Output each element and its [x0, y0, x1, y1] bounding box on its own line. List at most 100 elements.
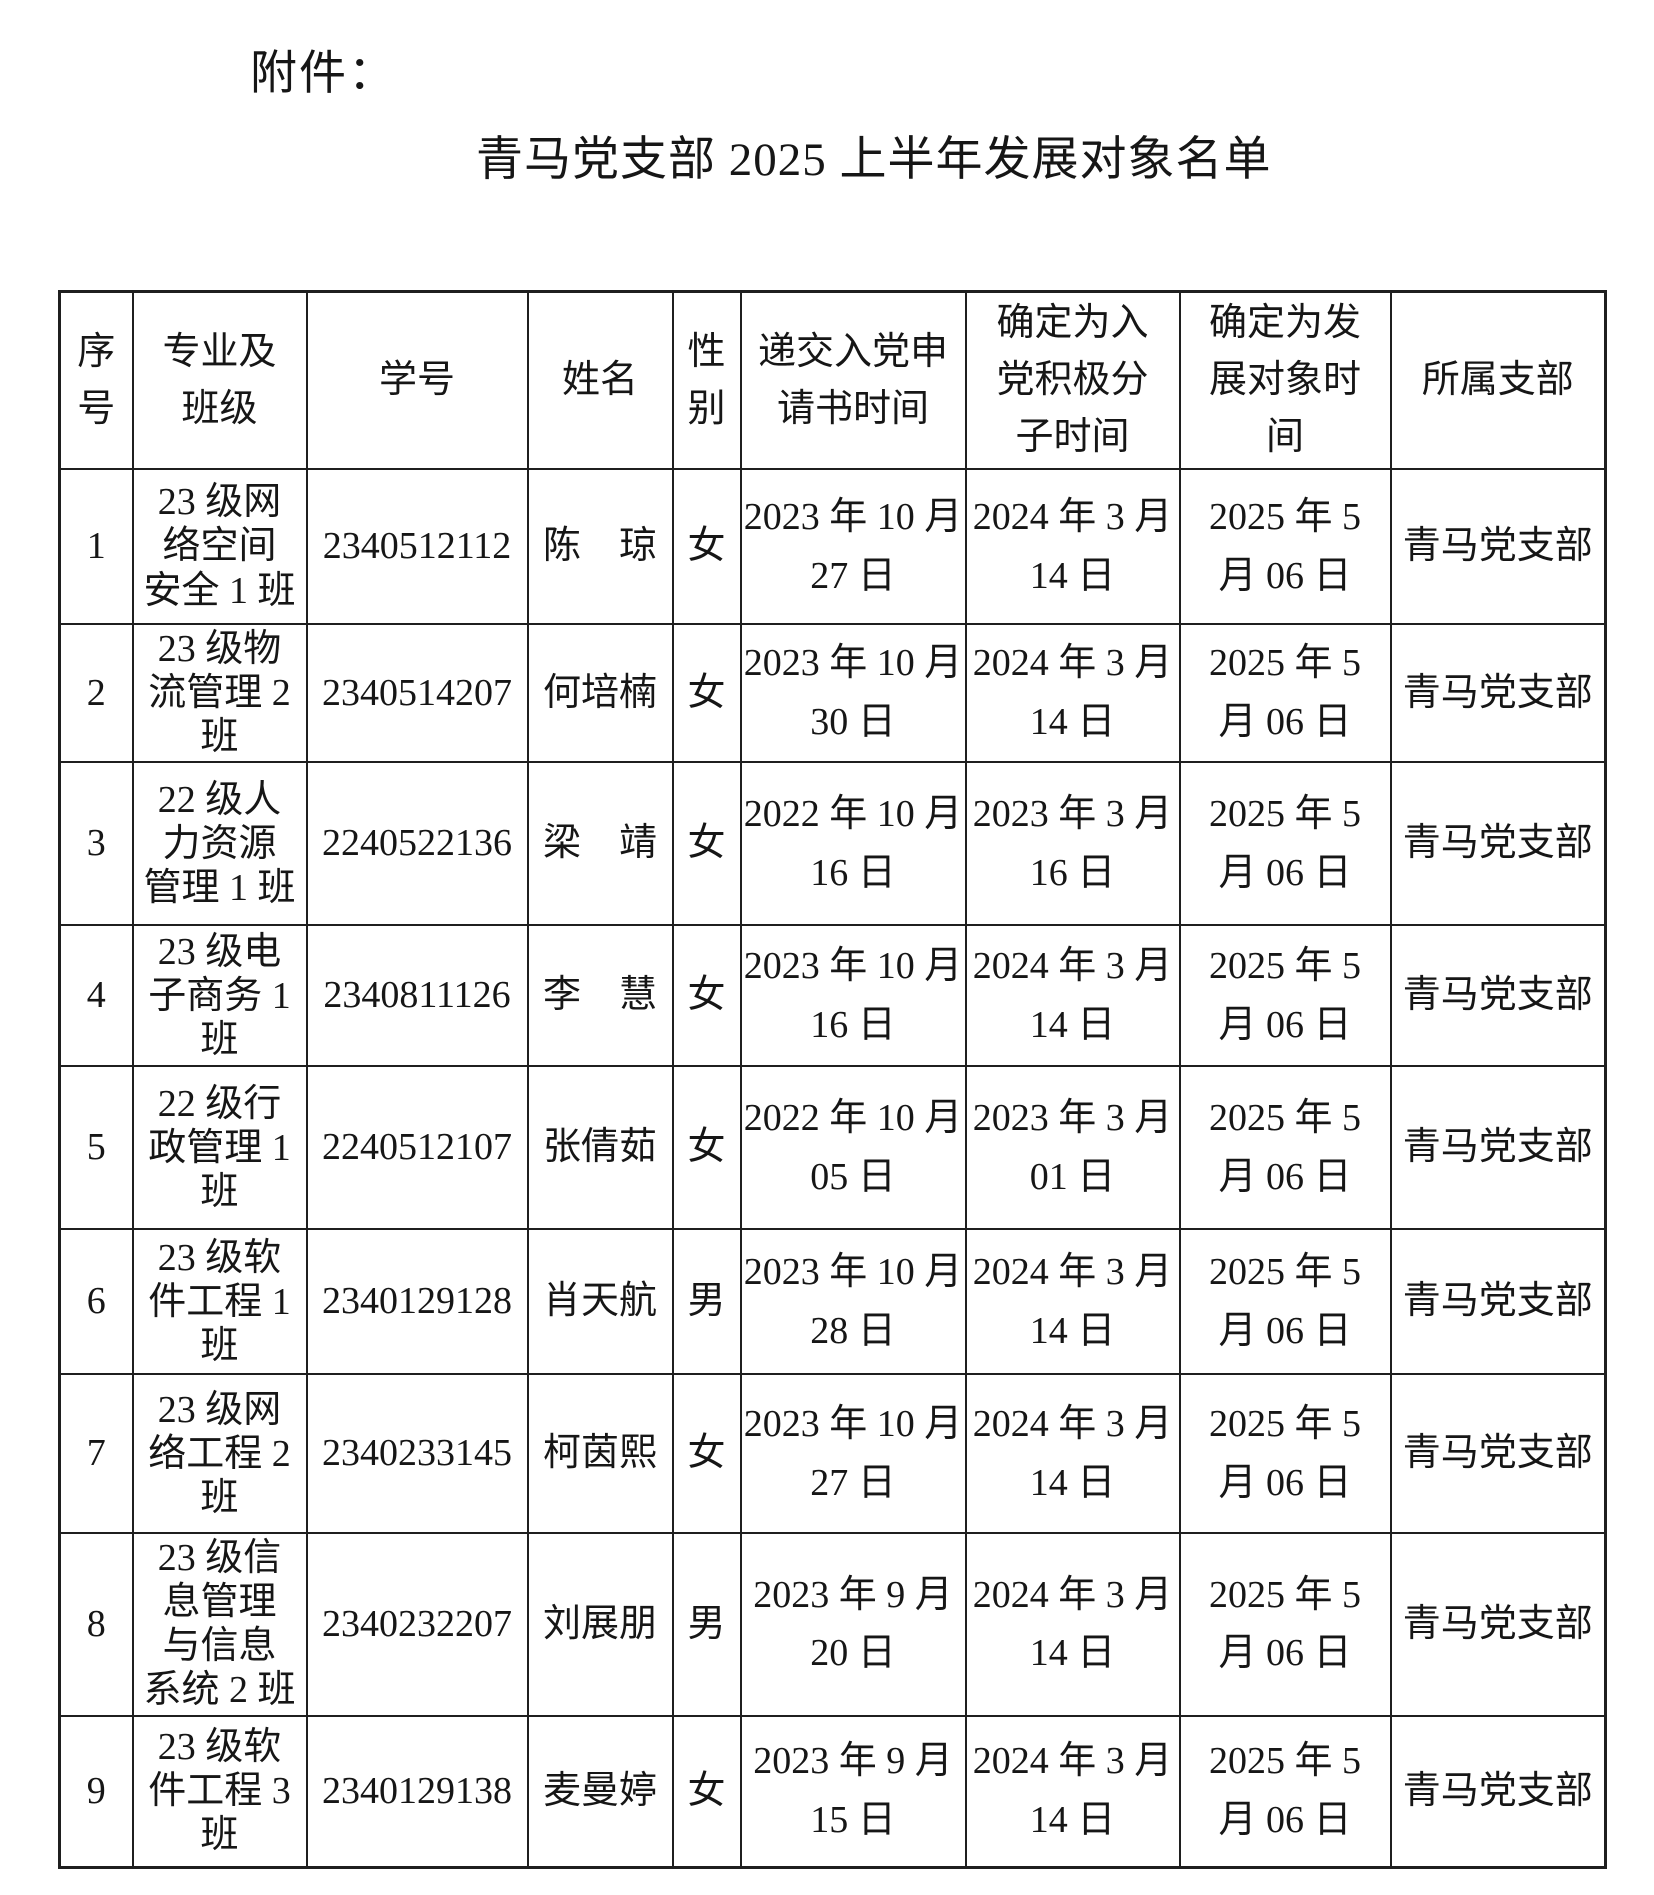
cell-activist-date: 2023 年 3 月 01 日: [964, 1065, 1181, 1231]
cell-student-id: 2340232207: [305, 1532, 529, 1717]
cell-student-id: 2340129128: [305, 1228, 529, 1376]
cell-party-branch: 青马党支部: [1389, 622, 1607, 764]
cell-development-date: 2025 年 5 月 06 日: [1178, 1714, 1392, 1869]
cell-seq-number: 7: [58, 1373, 134, 1535]
cell-name: 梁 靖: [526, 761, 674, 927]
cell-seq-number: 9: [58, 1714, 134, 1869]
cell-seq-number: 4: [58, 924, 134, 1068]
header-party-branch: 所属支部: [1389, 290, 1607, 470]
cell-party-branch: 青马党支部: [1389, 1065, 1607, 1231]
cell-major-class: 23 级物 流管理 2 班: [131, 622, 308, 764]
cell-development-date: 2025 年 5 月 06 日: [1178, 924, 1392, 1068]
cell-major-class: 22 级行 政管理 1 班: [131, 1065, 308, 1231]
table-header: 序 号 专业及 班级 学号 姓名 性 别 递交入党申 请书时间 确定为入 党积极…: [58, 290, 1607, 470]
cell-major-class: 23 级电 子商务 1 班: [131, 924, 308, 1068]
cell-student-id: 2340129138: [305, 1714, 529, 1869]
cell-major-class: 23 级软 件工程 3 班: [131, 1714, 308, 1869]
cell-activist-date: 2023 年 3 月 16 日: [964, 761, 1181, 927]
table-row: 5 22 级行 政管理 1 班 2240512107 张倩茹女 2022 年 10 月 …: [58, 1065, 1607, 1231]
cell-application-date: 2023 年 10 月 27 日: [739, 468, 967, 625]
cell-major-class: 23 级网 络空间 安全 1 班: [131, 468, 308, 625]
cell-major-class: 23 级网 络工程 2 班: [131, 1373, 308, 1535]
cell-development-date: 2025 年 5 月 06 日: [1178, 1228, 1392, 1376]
table-row: 9 23 级软 件工程 3 班 2340129138 麦曼婷女 2023 年 9 月 1…: [58, 1714, 1607, 1869]
cell-student-id: 2340811126: [305, 924, 529, 1068]
table-row: 6 23 级软 件工程 1 班 2340129128 肖天航男 2023 年 10 月 …: [58, 1228, 1607, 1376]
roster-table: 序 号 专业及 班级 学号 姓名 性 别 递交入党申 请书时间 确定为入 党积极…: [58, 290, 1607, 1870]
cell-party-branch: 青马党支部: [1389, 1714, 1607, 1869]
cell-name: 陈 琼: [526, 468, 674, 625]
cell-activist-date: 2024 年 3 月 14 日: [964, 1714, 1181, 1869]
cell-gender: 女: [671, 1065, 742, 1231]
page-title: 青马党支部 2025 上半年发展对象名单: [476, 134, 1272, 186]
cell-seq-number: 3: [58, 761, 134, 927]
cell-gender: 男: [671, 1532, 742, 1717]
cell-development-date: 2025 年 5 月 06 日: [1178, 1065, 1392, 1231]
header-student-id: 学号: [305, 290, 529, 470]
cell-party-branch: 青马党支部: [1389, 924, 1607, 1068]
cell-party-branch: 青马党支部: [1389, 468, 1607, 625]
table-body: 1 23 级网 络空间 安全 1 班 2340512112 陈 琼女 2023 年 10…: [58, 468, 1607, 1869]
cell-seq-number: 2: [58, 622, 134, 764]
cell-seq-number: 6: [58, 1228, 134, 1376]
cell-gender: 女: [671, 1373, 742, 1535]
header-gender: 性 别: [671, 290, 742, 470]
cell-activist-date: 2024 年 3 月 14 日: [964, 1532, 1181, 1717]
cell-gender: 女: [671, 924, 742, 1068]
table-row: 4 23 级电 子商务 1 班 2340811126 李 慧女 2023 年 10 月 …: [58, 924, 1607, 1068]
cell-party-branch: 青马党支部: [1389, 1532, 1607, 1717]
header-name: 姓名: [526, 290, 674, 470]
cell-party-branch: 青马党支部: [1389, 1228, 1607, 1376]
cell-activist-date: 2024 年 3 月 14 日: [964, 468, 1181, 625]
cell-activist-date: 2024 年 3 月 14 日: [964, 924, 1181, 1068]
cell-student-id: 2340233145: [305, 1373, 529, 1535]
cell-name: 刘展朋: [526, 1532, 674, 1717]
cell-development-date: 2025 年 5 月 06 日: [1178, 468, 1392, 625]
cell-activist-date: 2024 年 3 月 14 日: [964, 1228, 1181, 1376]
cell-major-class: 23 级软 件工程 1 班: [131, 1228, 308, 1376]
cell-activist-date: 2024 年 3 月 14 日: [964, 622, 1181, 764]
table-row: 8 23 级信 息管理 与信息 系统 2 班 2340232207 刘展朋男 2023 …: [58, 1532, 1607, 1717]
attachment-label: 附件：: [250, 48, 397, 100]
cell-student-id: 2240512107: [305, 1065, 529, 1231]
cell-seq-number: 5: [58, 1065, 134, 1231]
cell-development-date: 2025 年 5 月 06 日: [1178, 1532, 1392, 1717]
cell-development-date: 2025 年 5 月 06 日: [1178, 761, 1392, 927]
cell-development-date: 2025 年 5 月 06 日: [1178, 1373, 1392, 1535]
cell-application-date: 2022 年 10 月 05 日: [739, 1065, 967, 1231]
cell-name: 李 慧: [526, 924, 674, 1068]
table-row: 3 22 级人 力资源 管理 1 班 2240522136 梁 靖女 2022 年 10…: [58, 761, 1607, 927]
cell-application-date: 2023 年 10 月 16 日: [739, 924, 967, 1068]
cell-name: 麦曼婷: [526, 1714, 674, 1869]
cell-development-date: 2025 年 5 月 06 日: [1178, 622, 1392, 764]
cell-application-date: 2023 年 10 月 30 日: [739, 622, 967, 764]
header-development-date: 确定为发 展对象时 间: [1178, 290, 1392, 470]
cell-student-id: 2340512112: [305, 468, 529, 625]
cell-gender: 女: [671, 468, 742, 625]
cell-gender: 女: [671, 1714, 742, 1869]
cell-party-branch: 青马党支部: [1389, 761, 1607, 927]
table-row: 1 23 级网 络空间 安全 1 班 2340512112 陈 琼女 2023 年 10…: [58, 468, 1607, 625]
cell-gender: 男: [671, 1228, 742, 1376]
cell-application-date: 2023 年 10 月 27 日: [739, 1373, 967, 1535]
cell-name: 柯茵熙: [526, 1373, 674, 1535]
cell-seq-number: 1: [58, 468, 134, 625]
table-row: 7 23 级网 络工程 2 班 2340233145 柯茵熙女 2023 年 10 月 …: [58, 1373, 1607, 1535]
cell-student-id: 2340514207: [305, 622, 529, 764]
cell-application-date: 2023 年 9 月 20 日: [739, 1532, 967, 1717]
cell-application-date: 2023 年 9 月 15 日: [739, 1714, 967, 1869]
header-activist-date: 确定为入 党积极分 子时间: [964, 290, 1181, 470]
header-application-date: 递交入党申 请书时间: [739, 290, 967, 470]
cell-gender: 女: [671, 761, 742, 927]
cell-party-branch: 青马党支部: [1389, 1373, 1607, 1535]
cell-application-date: 2022 年 10 月 16 日: [739, 761, 967, 927]
cell-name: 张倩茹: [526, 1065, 674, 1231]
cell-name: 肖天航: [526, 1228, 674, 1376]
cell-major-class: 22 级人 力资源 管理 1 班: [131, 761, 308, 927]
cell-application-date: 2023 年 10 月 28 日: [739, 1228, 967, 1376]
cell-gender: 女: [671, 622, 742, 764]
cell-seq-number: 8: [58, 1532, 134, 1717]
header-major-class: 专业及 班级: [131, 290, 308, 470]
table-row: 2 23 级物 流管理 2 班 2340514207 何培楠女 2023 年 10 月 …: [58, 622, 1607, 764]
cell-activist-date: 2024 年 3 月 14 日: [964, 1373, 1181, 1535]
